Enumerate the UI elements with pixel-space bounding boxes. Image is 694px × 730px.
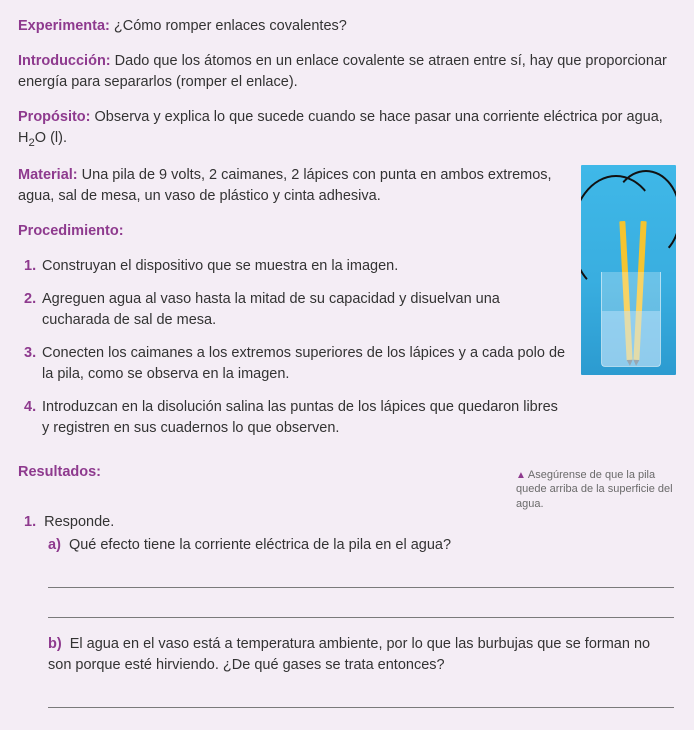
question-b: b) El agua en el vaso está a temperatura… [24, 634, 676, 676]
results-row: Resultados: ▲Asegúrense de que la pila q… [18, 462, 676, 513]
title-text: ¿Cómo romper enlaces covalentes? [114, 18, 347, 34]
purpose-text-b: O (l). [35, 130, 67, 146]
material-paragraph: Material: Una pila de 9 volts, 2 caimane… [18, 165, 567, 207]
step-2: 2. Agreguen agua al vaso hasta la mitad … [24, 289, 567, 331]
step-num-1: 1. [24, 256, 36, 277]
purpose-paragraph: Propósito: Observa y explica lo que suce… [18, 107, 676, 151]
experiment-image [581, 165, 676, 375]
title-experimenta: Experimenta: ¿Cómo romper enlaces covale… [18, 16, 676, 37]
step-text-2: Agreguen agua al vaso hasta la mitad de … [42, 291, 500, 328]
intro-label: Introducción: [18, 53, 111, 69]
results-label: Resultados: [18, 464, 101, 480]
question-b-text: El agua en el vaso está a temperatura am… [48, 636, 650, 673]
left-column: Material: Una pila de 9 volts, 2 caimane… [18, 165, 567, 451]
step-4: 4. Introduzcan en la disolución salina l… [24, 397, 567, 439]
responde-num: 1. [24, 514, 36, 530]
glass-icon [601, 272, 661, 367]
water-icon [602, 311, 660, 366]
step-text-1: Construyan el dispositivo que se muestra… [42, 258, 398, 274]
question-a-text: Qué efecto tiene la corriente eléctrica … [69, 537, 451, 553]
intro-paragraph: Introducción: Dado que los átomos en un … [18, 51, 676, 93]
procedure-list: 1. Construyan el dispositivo que se mues… [18, 256, 567, 439]
responde-heading: 1. Responde. [24, 512, 676, 533]
procedure-label: Procedimiento: [18, 223, 124, 239]
answer-line[interactable] [48, 562, 674, 588]
caption-marker-icon: ▲ [516, 470, 526, 481]
results-heading: Resultados: [18, 462, 502, 483]
step-text-3: Conecten los caimanes a los extremos sup… [42, 345, 565, 382]
image-caption: ▲Asegúrense de que la pila quede arriba … [516, 468, 676, 513]
responde-text: Responde. [44, 514, 114, 530]
material-text: Una pila de 9 volts, 2 caimanes, 2 lápic… [18, 167, 552, 204]
step-num-4: 4. [24, 397, 36, 418]
title-label-rest: xperimenta: [28, 18, 110, 34]
purpose-label: Propósito: [18, 109, 91, 125]
content-columns: Material: Una pila de 9 volts, 2 caimane… [18, 165, 676, 451]
answer-line[interactable] [48, 682, 674, 708]
answer-line[interactable] [48, 592, 674, 618]
step-1: 1. Construyan el dispositivo que se mues… [24, 256, 567, 277]
step-num-2: 2. [24, 289, 36, 310]
caption-text: Asegúrense de que la pila quede arriba d… [516, 469, 673, 511]
procedure-heading: Procedimiento: [18, 221, 567, 242]
purpose-text-a: Observa y explica lo que sucede cuando s… [18, 109, 663, 146]
material-label: Material: [18, 167, 78, 183]
right-column [581, 165, 676, 451]
letter-a: a) [48, 537, 61, 553]
question-a: a) Qué efecto tiene la corriente eléctri… [24, 535, 676, 556]
letter-b: b) [48, 636, 62, 652]
intro-text: Dado que los átomos en un enlace covalen… [18, 53, 667, 90]
step-text-4: Introduzcan en la disolución salina las … [42, 399, 558, 436]
title-letter: E [18, 18, 28, 34]
responde-block: 1. Responde. a) Qué efecto tiene la corr… [18, 512, 676, 708]
step-num-3: 3. [24, 343, 36, 364]
step-3: 3. Conecten los caimanes a los extremos … [24, 343, 567, 385]
